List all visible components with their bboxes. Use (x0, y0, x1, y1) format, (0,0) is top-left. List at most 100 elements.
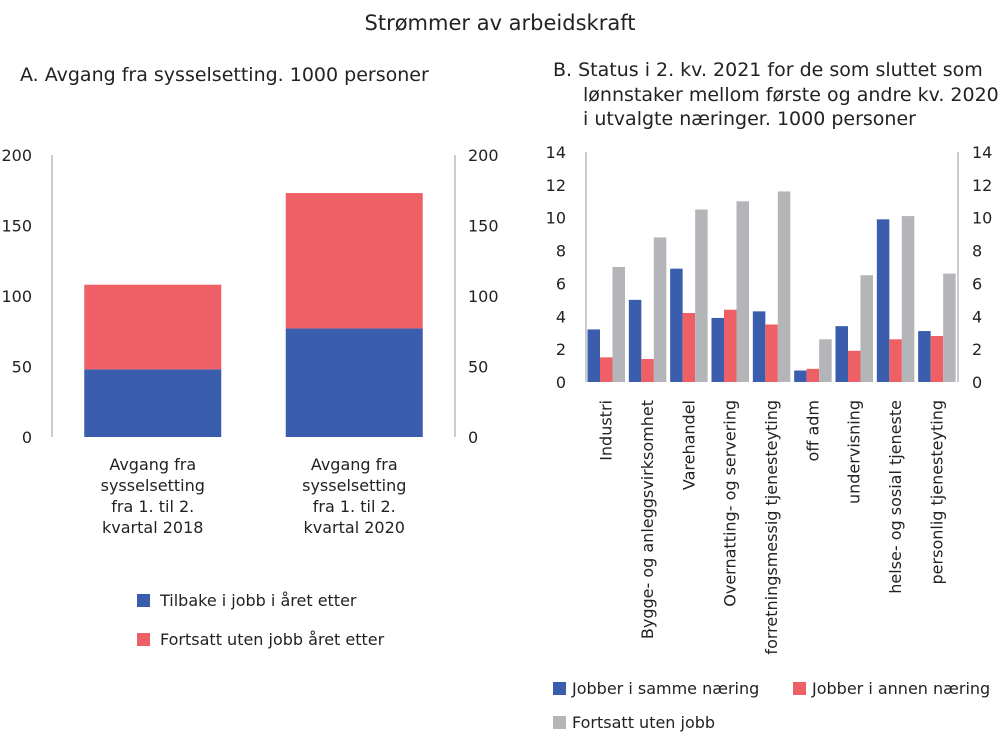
panel-b-ytick-left: 4 (556, 307, 566, 326)
panel-b-bar-samme (711, 317, 724, 382)
panel-a-legend-swatch (137, 594, 150, 607)
panel-b-category-label: undervisning (845, 400, 864, 504)
panel-a-bar-tilbake (285, 328, 423, 437)
panel-a-category-label: sysselsetting (101, 476, 205, 495)
panel-b-bar-samme (794, 370, 807, 382)
panel-b-ytick-left: 6 (556, 274, 566, 293)
panel-b-bar-annen (930, 336, 944, 382)
panel-a-legend: Tilbake i jobb i året etter Fortsatt uten… (137, 591, 385, 649)
panel-b-bar-samme (918, 331, 931, 382)
panel-b-bar-annen (724, 309, 737, 382)
panel-a-legend-label: Fortsatt uten jobb året etter (160, 630, 385, 649)
panel-b-category-label: Varehandel (679, 400, 698, 490)
panel-b-category-label: Overnatting- og servering (721, 400, 740, 607)
panel-b-category-label: Industri (597, 400, 616, 461)
panel-a-category-label: kvartal 2018 (102, 518, 203, 537)
panel-a-legend-swatch (137, 633, 150, 646)
panel-b-ytick-right: 14 (972, 143, 992, 162)
panel-b-title-line-1: B. Status i 2. kv. 2021 for de som slutt… (553, 59, 983, 81)
panel-b-ytick-left: 8 (556, 242, 566, 261)
panel-b-bar-samme (628, 299, 642, 382)
panel-b-ytick-right: 4 (972, 307, 982, 326)
panel-a-y-axis-left: 0 50 100 150 200 (1, 146, 32, 447)
panel-b-bar-uten-jobb (695, 209, 708, 382)
panel-b-bar-annen (806, 368, 820, 382)
panel-a-category-label: kvartal 2020 (304, 518, 405, 537)
panel-a-bar-fortsatt (84, 284, 222, 370)
panel-b-y-axis-left: 0 2 4 6 8 10 12 14 (546, 143, 566, 392)
panel-b-legend-swatch (793, 682, 806, 695)
panel-b-ytick-left: 0 (556, 373, 566, 392)
panel-b-ytick-right: 0 (972, 373, 982, 392)
panel-a-ytick-right: 100 (468, 287, 499, 306)
panel-a-category-label: fra 1. til 2. (313, 497, 396, 516)
panel-b-bar-annen (765, 324, 778, 382)
panel-a-bars (84, 193, 423, 437)
panel-a-title: A. Avgang fra sysselsetting. 1000 person… (20, 64, 429, 86)
panel-b-ytick-left: 2 (556, 340, 566, 359)
panel-b-bar-annen (600, 357, 613, 382)
panel-a-legend-label: Tilbake i jobb i året etter (159, 591, 357, 610)
panel-b-bar-uten-jobb (860, 275, 873, 382)
panel-a-category-label: Avgang fra (311, 455, 398, 474)
panel-b-bar-annen (641, 359, 654, 382)
panel-a-ytick-left: 50 (12, 358, 32, 377)
panel-a-y-axis-right: 0 50 100 150 200 (468, 146, 499, 447)
panel-b-bar-uten-jobb (943, 273, 956, 382)
panel-b-bar-samme (670, 268, 683, 382)
panel-a-ytick-right: 50 (468, 358, 488, 377)
panel-b-bar-samme (752, 311, 766, 382)
panel-b-legend-label: Fortsatt uten jobb (572, 713, 715, 732)
panel-a-ytick-left: 200 (1, 146, 32, 165)
panel-b-category-label: helse- og sosial tjeneste (886, 400, 905, 594)
panel-b-ytick-right: 10 (972, 209, 992, 228)
panel-a-category-label: fra 1. til 2. (111, 497, 194, 516)
panel-b: B. Status i 2. kv. 2021 for de som slutt… (546, 59, 999, 732)
panel-b-bar-uten-jobb (819, 339, 832, 382)
figure-title: Strømmer av arbeidskraft (365, 11, 636, 35)
panel-a-category-label: sysselsetting (302, 476, 406, 495)
panel-b-bar-annen (848, 350, 861, 382)
panel-b-legend: Jobber i samme næring Jobber i annen næri… (553, 679, 990, 732)
panel-a: A. Avgang fra sysselsetting. 1000 person… (1, 64, 498, 649)
panel-a-ytick-left: 100 (1, 287, 32, 306)
panel-b-bar-uten-jobb (653, 237, 667, 382)
panel-b-bar-samme (876, 219, 890, 382)
panel-a-category-labels: Avgang fra sysselsetting fra 1. til 2. kvar… (101, 455, 407, 537)
panel-a-ytick-left: 0 (22, 428, 32, 447)
panel-b-legend-label: Jobber i annen næring (811, 679, 990, 698)
panel-b-ytick-right: 6 (972, 274, 982, 293)
panel-b-ytick-right: 12 (972, 176, 992, 195)
panel-a-ytick-right: 0 (468, 428, 478, 447)
panel-b-category-label: Bygge- og anleggsvirksomhet (638, 400, 657, 639)
panel-b-bar-samme (587, 329, 600, 382)
panel-b-bar-uten-jobb (736, 201, 749, 382)
panel-b-category-label: personlig tjenesteyting (927, 400, 946, 584)
panel-b-ytick-left: 12 (546, 176, 566, 195)
panel-b-category-label: forretningsmessig tjenesteyting (762, 400, 781, 655)
panel-b-legend-label: Jobber i samme næring (571, 679, 759, 698)
panel-b-category-labels: Industri Bygge- og anleggsvirksomhet Vareh… (597, 400, 947, 655)
panel-b-ytick-right: 2 (972, 340, 982, 359)
panel-b-bar-uten-jobb (777, 191, 791, 382)
panel-b-legend-swatch (553, 716, 566, 729)
panel-a-bar-fortsatt (285, 193, 423, 329)
panel-a-ytick-left: 150 (1, 217, 32, 236)
panel-b-bar-annen (682, 313, 696, 382)
panel-b-bar-samme (835, 326, 848, 382)
panel-b-bars (587, 191, 956, 382)
panel-b-category-label: off adm (803, 400, 822, 461)
panel-a-category-label: Avgang fra (109, 455, 196, 474)
panel-a-bar-tilbake (84, 369, 222, 437)
panel-b-bar-annen (889, 339, 902, 382)
panel-a-ytick-right: 200 (468, 146, 499, 165)
panel-b-legend-swatch (553, 682, 566, 695)
panel-b-title-line-3: i utvalgte næringer. 1000 personer (583, 108, 916, 130)
panel-b-bar-uten-jobb (612, 267, 625, 382)
panel-b-title-line-2: lønnstaker mellom første og andre kv. 20… (583, 84, 999, 106)
panel-b-bar-uten-jobb (901, 216, 915, 382)
panel-b-ytick-left: 14 (546, 143, 566, 162)
panel-b-y-axis-right: 0 2 4 6 8 10 12 14 (972, 143, 992, 392)
panel-b-ytick-left: 10 (546, 209, 566, 228)
